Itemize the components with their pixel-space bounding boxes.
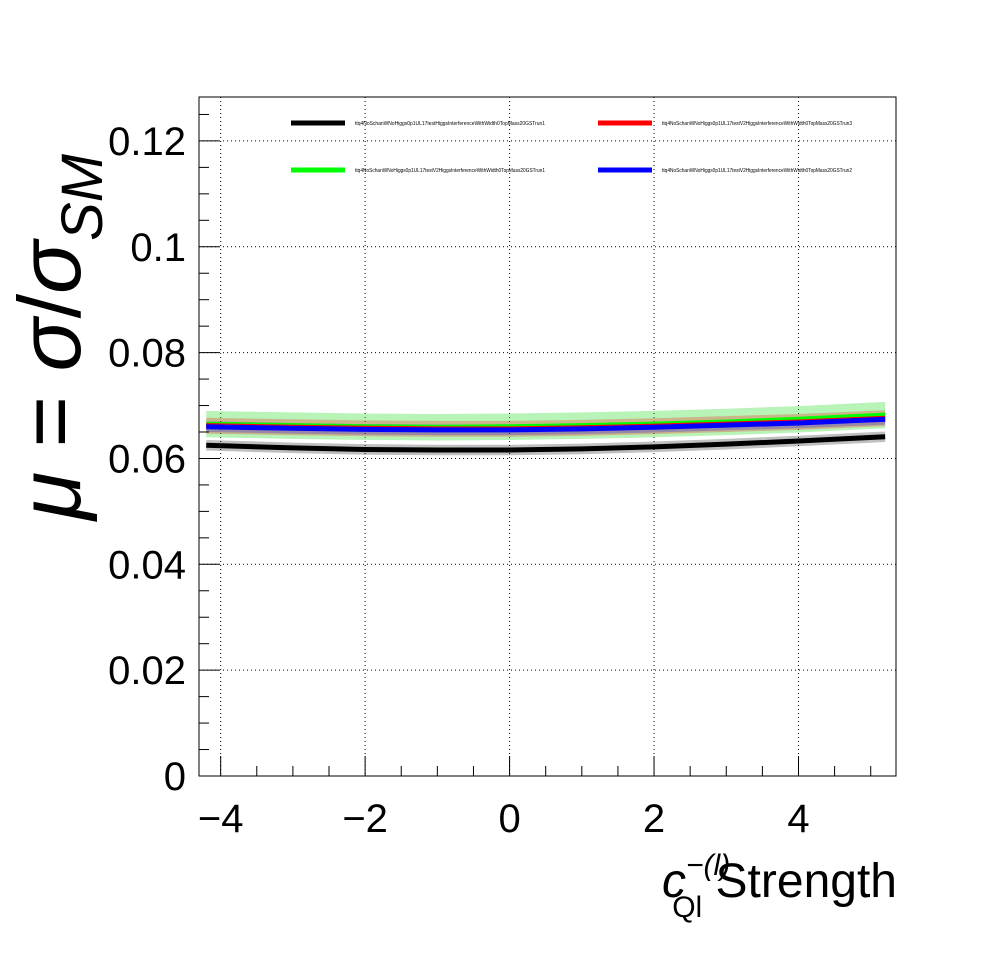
legend: ttq4NoSchanWNoHiggs0p1UL17testHiggsInter… <box>291 120 852 174</box>
y-tick-label: 0.04 <box>108 543 186 587</box>
plot-frame <box>198 96 897 777</box>
x-tick-label: −4 <box>198 797 244 841</box>
legend-label: ttq4NoSchanWNoHiggs0p1UL17testV2HiggsInt… <box>355 168 545 174</box>
series-line <box>206 416 886 433</box>
y-tick-label: 0.12 <box>108 120 186 164</box>
legend-label: ttq4NoSchanWNoHiggs0p1UL17testV2HiggsInt… <box>662 168 852 174</box>
y-tick-labels: 0 0.02 0.04 0.06 0.08 0.1 0.12 <box>108 120 186 799</box>
grid <box>199 97 896 776</box>
y-tick-label: 0.02 <box>108 649 186 693</box>
x-tick-label: 0 <box>498 797 520 841</box>
x-tick-label: −2 <box>342 797 388 841</box>
x-tick-label: 4 <box>787 797 809 841</box>
x-axis-title: c−(l) Ql Strength <box>662 849 897 924</box>
y-tick-label: 0.06 <box>108 437 186 481</box>
y-tick-label: 0 <box>164 755 186 799</box>
legend-label: ttq4NoSchanWNoHiggs0p1UL17testHiggsInter… <box>355 121 545 127</box>
svg-text:μ = σ/σSM: μ = σ/σSM <box>0 153 115 522</box>
y-axis-title: μ = σ/σSM <box>0 153 115 522</box>
legend-label: ttq4NoSchanWNoHiggs0p1UL17testV2HiggsInt… <box>662 121 852 127</box>
series-line <box>206 434 886 453</box>
axis-ticks <box>199 113 872 777</box>
y-tick-label: 0.1 <box>130 226 186 270</box>
series-lines <box>206 412 886 453</box>
x-tick-label: 2 <box>643 797 665 841</box>
x-tick-labels: −4 −2 0 2 4 <box>198 797 810 841</box>
y-tick-label: 0.08 <box>108 332 186 376</box>
